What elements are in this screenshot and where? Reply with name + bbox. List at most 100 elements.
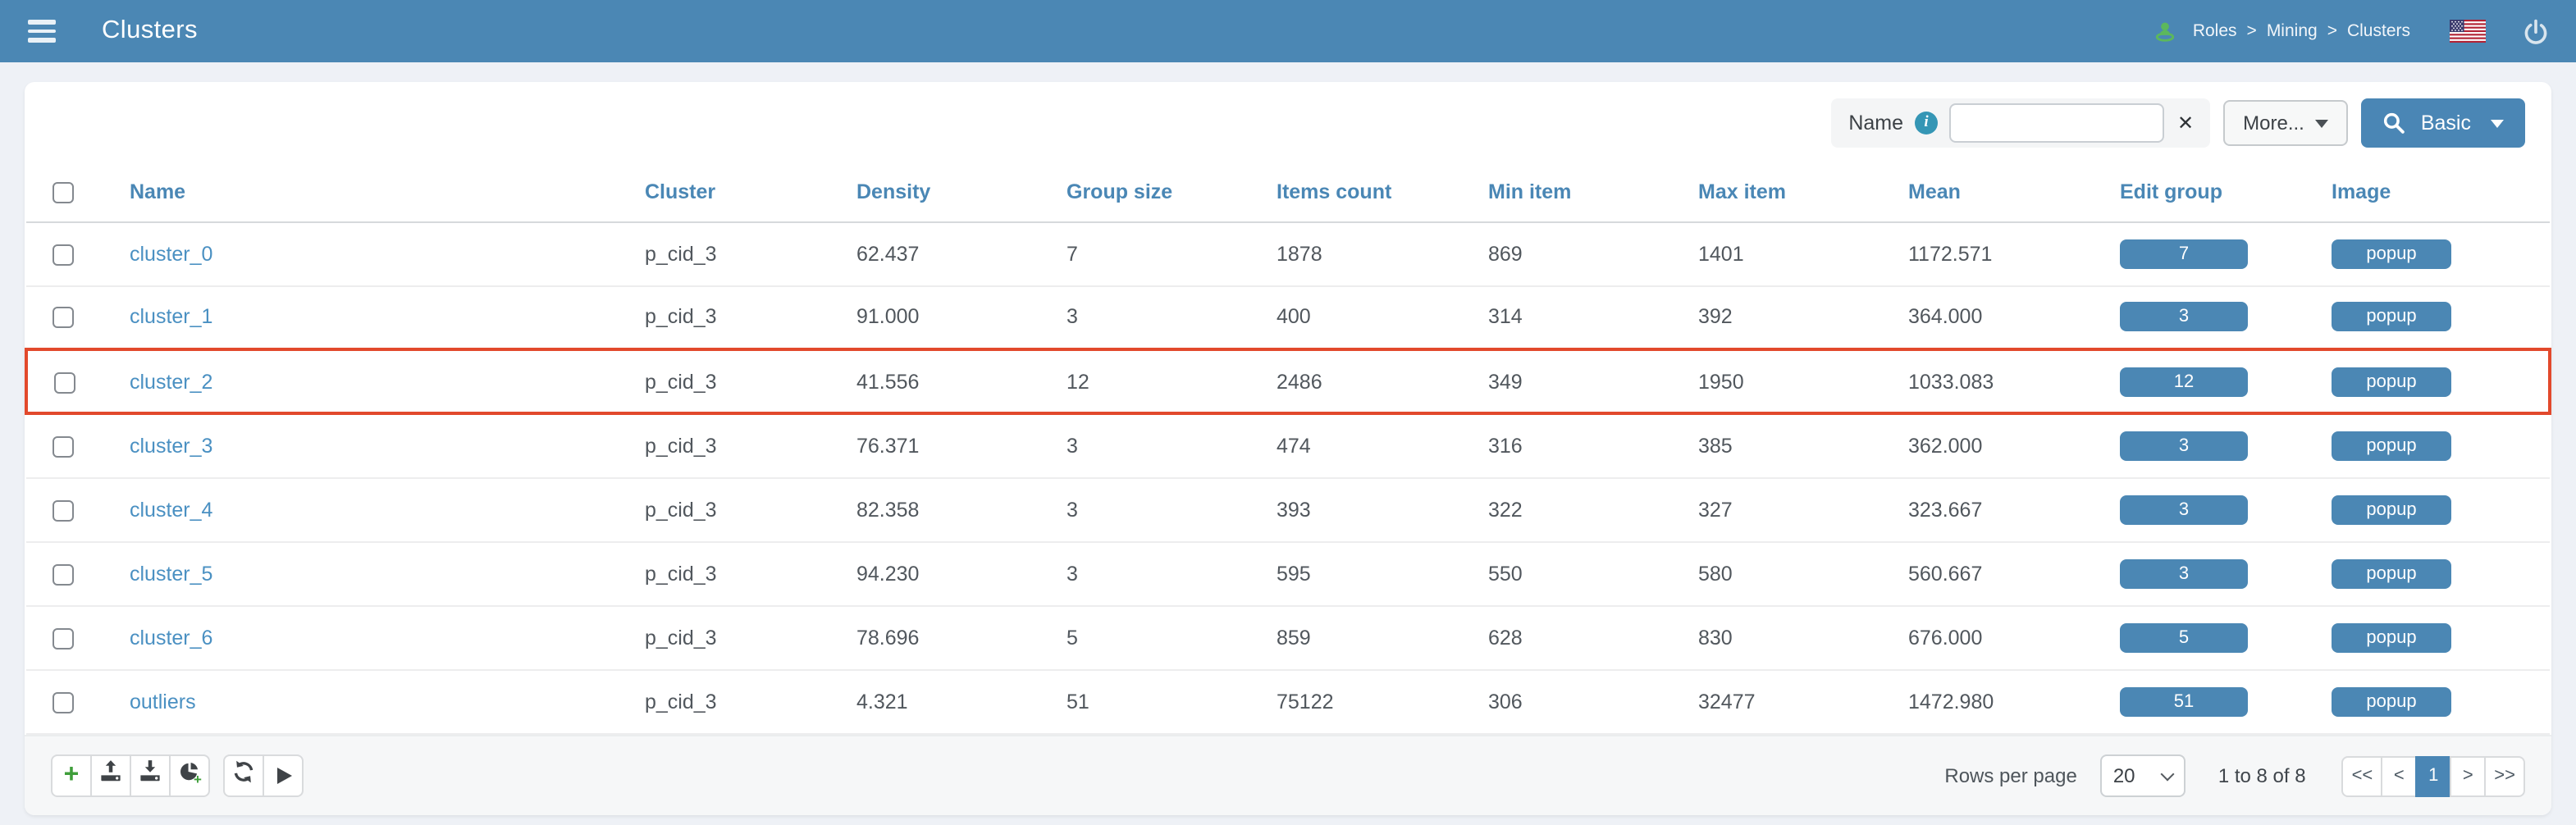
cell-mean: 323.667 [1908, 477, 2120, 542]
cell-mean: 676.000 [1908, 605, 2120, 670]
cell-items-count: 393 [1277, 477, 1488, 542]
row-checkbox[interactable] [53, 627, 74, 650]
name-cell: cluster_5 [130, 541, 645, 606]
play-button[interactable] [263, 754, 304, 797]
table-row: cluster_5 p_cid_3 94.230 3 595 550 580 560.667 3… [26, 541, 2550, 606]
cell-group-size: 3 [1066, 477, 1277, 542]
edit-group-button[interactable]: 7 [2120, 239, 2248, 268]
column-header-min-item[interactable]: Min item [1488, 162, 1698, 222]
row-checkbox[interactable] [53, 691, 74, 713]
image-popup-button[interactable]: popup [2332, 686, 2451, 716]
upload-icon [98, 759, 123, 792]
search-input[interactable] [1949, 103, 2165, 143]
download-button[interactable] [130, 754, 171, 797]
cluster-link[interactable]: cluster_1 [130, 305, 213, 329]
checkbox-cell [26, 221, 130, 286]
cell-max-item: 32477 [1698, 669, 1908, 734]
image-popup-button[interactable]: popup [2332, 622, 2451, 652]
name-cell: outliers [130, 669, 645, 734]
cluster-link[interactable]: cluster_2 [130, 370, 213, 393]
edit-group-button[interactable]: 3 [2120, 558, 2248, 588]
refresh-icon [231, 759, 256, 792]
download-icon [138, 759, 162, 792]
upload-button[interactable] [90, 754, 131, 797]
pagination-next[interactable]: > [2450, 755, 2487, 796]
image-popup-button[interactable]: popup [2332, 431, 2451, 461]
row-checkbox[interactable] [54, 371, 75, 394]
breadcrumb-roles[interactable]: Roles [2192, 21, 2237, 41]
cluster-link[interactable]: cluster_6 [130, 626, 213, 649]
cluster-link[interactable]: cluster_5 [130, 562, 213, 585]
us-flag-icon[interactable] [2450, 20, 2486, 43]
image-popup-button[interactable]: popup [2332, 367, 2451, 396]
edit-group-cell: 5 [2120, 605, 2332, 670]
pagination-first[interactable]: << [2341, 755, 2383, 796]
row-checkbox[interactable] [53, 435, 74, 458]
image-popup-button[interactable]: popup [2332, 558, 2451, 588]
edit-group-button[interactable]: 5 [2120, 622, 2248, 652]
cluster-link[interactable]: cluster_3 [130, 434, 213, 458]
pagination-prev[interactable]: < [2381, 755, 2418, 796]
cluster-link[interactable]: outliers [130, 690, 196, 713]
column-header-mean[interactable]: Mean [1908, 162, 2120, 222]
column-header-density[interactable]: Density [856, 162, 1066, 222]
pie-chart-add-button[interactable]: + [169, 754, 210, 797]
edit-group-cell: 3 [2120, 541, 2332, 606]
image-popup-button[interactable]: popup [2332, 495, 2451, 524]
row-checkbox[interactable] [53, 244, 74, 266]
info-icon[interactable]: i [1915, 112, 1939, 134]
pagination-page-1[interactable]: 1 [2415, 755, 2452, 796]
cell-group-size: 3 [1066, 413, 1277, 478]
toolbar: + [51, 754, 304, 797]
power-icon[interactable] [2522, 17, 2550, 45]
basic-search-button[interactable]: Basic [2361, 98, 2525, 148]
clear-icon[interactable]: ✕ [2177, 112, 2195, 134]
row-checkbox[interactable] [53, 499, 74, 522]
edit-group-cell: 3 [2120, 413, 2332, 478]
column-header-max-item[interactable]: Max item [1698, 162, 1908, 222]
cell-min-item: 349 [1488, 348, 1698, 415]
image-popup-button[interactable]: popup [2332, 302, 2451, 332]
refresh-button[interactable] [223, 754, 264, 797]
add-button[interactable]: + [51, 754, 92, 797]
column-header-items-count[interactable]: Items count [1277, 162, 1488, 222]
caret-down-icon [2491, 119, 2504, 127]
cell-density: 62.437 [856, 221, 1066, 286]
breadcrumb-clusters[interactable]: Clusters [2346, 21, 2410, 41]
edit-group-button[interactable]: 51 [2120, 686, 2248, 716]
play-icon [277, 768, 292, 784]
cell-cluster: p_cid_3 [645, 669, 856, 734]
row-checkbox[interactable] [53, 307, 74, 329]
column-header-cluster[interactable]: Cluster [645, 162, 856, 222]
cell-group-size: 3 [1066, 541, 1277, 606]
caret-down-icon [2315, 119, 2329, 127]
cluster-link[interactable]: cluster_0 [130, 242, 213, 265]
breadcrumb-separator: > [2327, 21, 2337, 41]
edit-group-button[interactable]: 12 [2120, 367, 2248, 396]
image-popup-button[interactable]: popup [2332, 239, 2451, 268]
column-header-image[interactable]: Image [2332, 162, 2550, 222]
column-header-edit-group[interactable]: Edit group [2120, 162, 2332, 222]
cell-min-item: 550 [1488, 541, 1698, 606]
column-header-group-size[interactable]: Group size [1066, 162, 1277, 222]
column-header-name[interactable]: Name [130, 162, 645, 222]
edit-group-cell: 3 [2120, 477, 2332, 542]
name-cell: cluster_3 [130, 413, 645, 478]
pagination-last[interactable]: >> [2484, 755, 2525, 796]
edit-group-button[interactable]: 3 [2120, 431, 2248, 461]
row-checkbox[interactable] [53, 563, 74, 586]
breadcrumb-mining[interactable]: Mining [2266, 21, 2318, 41]
cell-density: 82.358 [856, 477, 1066, 542]
cluster-link[interactable]: cluster_4 [130, 498, 213, 521]
checkbox-cell [26, 413, 130, 478]
cell-group-size: 3 [1066, 285, 1277, 350]
cell-max-item: 327 [1698, 477, 1908, 542]
edit-group-button[interactable]: 3 [2120, 302, 2248, 332]
more-button[interactable]: More... [2223, 100, 2349, 146]
cell-cluster: p_cid_3 [645, 413, 856, 478]
image-cell: popup [2332, 477, 2550, 542]
select-all-checkbox[interactable] [53, 181, 74, 203]
hamburger-menu-icon[interactable] [21, 14, 62, 48]
edit-group-button[interactable]: 3 [2120, 495, 2248, 524]
rows-per-page-select[interactable]: 20 [2099, 754, 2185, 797]
